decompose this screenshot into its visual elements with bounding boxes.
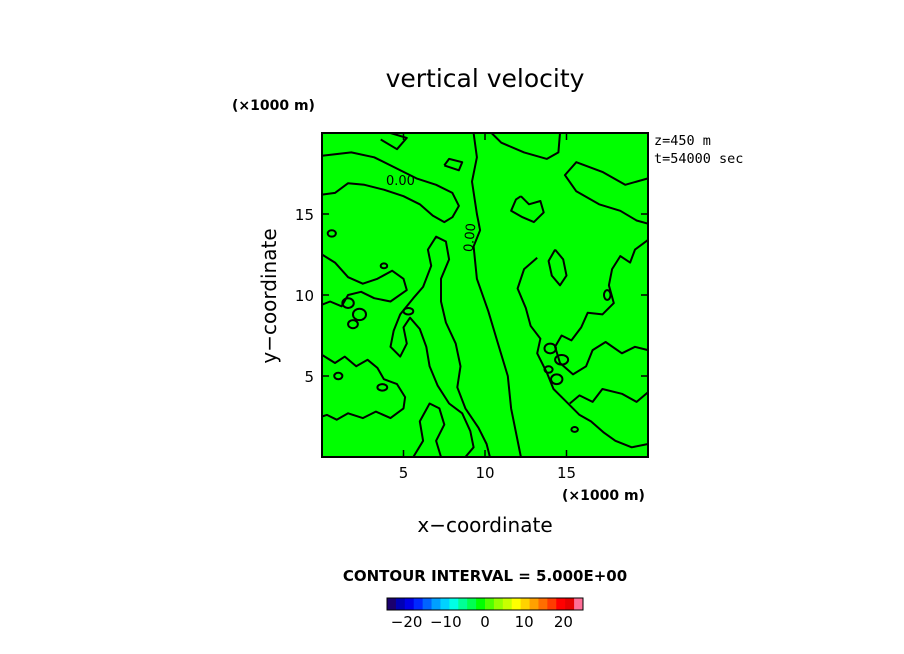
colorbar-swatch	[520, 598, 530, 610]
contour-line	[321, 354, 407, 421]
colorbar-swatch	[511, 598, 522, 610]
colorbar-swatch	[538, 598, 548, 610]
colorbar-swatch	[404, 598, 415, 610]
contour-ring	[333, 371, 344, 381]
colorbar-swatch	[565, 598, 575, 610]
heatmap-field	[322, 133, 648, 457]
colorbar-swatch	[395, 598, 406, 610]
axis-ticks: 5 10 15 5 10 15	[295, 133, 648, 482]
contour-line	[443, 157, 464, 172]
contour-ring	[554, 353, 570, 366]
colorbar-swatch	[413, 598, 424, 610]
contour-ring	[543, 342, 557, 355]
contour-line	[563, 161, 649, 225]
contour-ring	[379, 262, 389, 270]
colorbar: −20 −10 0 10 20	[386, 597, 584, 631]
contour-line	[380, 132, 408, 151]
contour-line	[510, 195, 545, 224]
colorbar-swatch	[387, 598, 397, 610]
x-tick-label: 10	[475, 464, 494, 482]
contour-line	[547, 248, 568, 287]
colorbar-tick-label: 10	[515, 613, 534, 631]
y-axis-unit: (×1000 m)	[232, 98, 315, 114]
colorbar-swatch	[449, 598, 459, 610]
contour-lines	[321, 132, 649, 458]
y-axis-label: y−coordinate	[257, 228, 281, 363]
contour-line	[490, 132, 561, 160]
colorbar-swatch	[467, 598, 477, 610]
colorbar-tick-label: 0	[480, 613, 490, 631]
y-tick-label: 5	[304, 368, 314, 386]
colorbar-swatch	[502, 598, 513, 610]
colorbar-swatch	[574, 598, 584, 610]
colorbar-swatch	[476, 598, 486, 610]
contour-ring	[402, 306, 415, 316]
y-tick-label: 15	[295, 206, 314, 224]
chart-title: vertical velocity	[386, 64, 585, 93]
colorbar-swatch	[458, 598, 468, 610]
y-tick-label: 10	[295, 287, 314, 305]
x-tick-label: 5	[399, 464, 409, 482]
colorbar-tick-label: −10	[430, 613, 462, 631]
x-tick-label: 15	[557, 464, 576, 482]
contour-ring	[570, 426, 579, 433]
colorbar-swatch	[556, 598, 566, 610]
contour-ring	[550, 373, 564, 386]
plot-area: 0.00 0.00 5 10 15 5 10 15	[295, 132, 649, 482]
contour-ring	[351, 307, 368, 322]
contour-ring	[326, 229, 337, 238]
contour-line	[569, 388, 649, 405]
contour-ring	[543, 365, 554, 374]
colorbar-tick-label: 20	[554, 613, 573, 631]
contour-label: 0.00	[386, 174, 415, 189]
height-info: z=450 m	[654, 133, 711, 149]
colorbar-swatch	[422, 598, 432, 610]
colorbar-swatch	[493, 598, 504, 610]
contour-interval: CONTOUR INTERVAL = 5.000E+00	[343, 567, 627, 585]
contour-line	[389, 235, 491, 458]
contour-line	[321, 253, 408, 308]
time-info: t=54000 sec	[654, 151, 743, 167]
x-axis-unit: (×1000 m)	[562, 488, 645, 504]
colorbar-swatch	[529, 598, 539, 610]
x-axis-label: x−coordinate	[417, 513, 552, 537]
colorbar-swatch	[440, 598, 450, 610]
contour-line	[471, 132, 522, 458]
colorbar-tick-label: −20	[391, 613, 423, 631]
contour-line	[516, 256, 649, 449]
contour-ring	[376, 383, 389, 392]
colorbar-frame	[386, 597, 584, 611]
contour-ring	[347, 319, 359, 330]
contour-line	[321, 151, 460, 224]
colorbar-swatch	[431, 598, 441, 610]
colorbar-swatch	[485, 598, 495, 610]
contour-line	[554, 239, 649, 376]
contour-labels: 0.00 0.00	[386, 174, 479, 253]
contour-ring	[341, 297, 355, 309]
contour-label: 0.00	[462, 222, 480, 252]
colorbar-swatch	[547, 598, 557, 610]
contour-ring	[602, 289, 612, 301]
contour-line	[412, 402, 446, 458]
